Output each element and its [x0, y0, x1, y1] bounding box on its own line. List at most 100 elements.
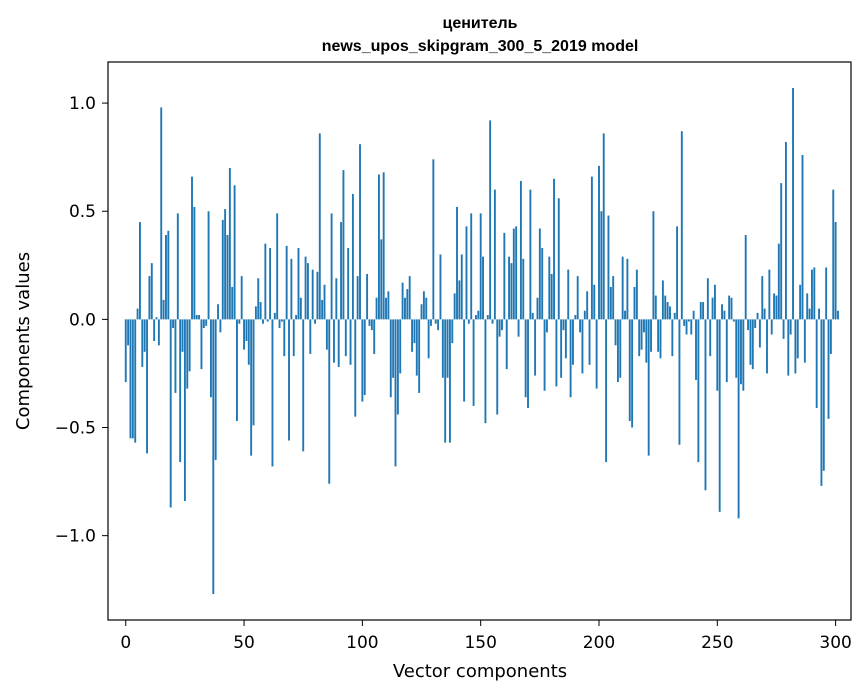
x-tick-label: 50 — [233, 633, 255, 653]
bar — [179, 319, 182, 463]
bar — [538, 228, 541, 320]
bar — [647, 319, 650, 456]
bar — [664, 295, 667, 320]
y-tick-label: 1.0 — [69, 94, 96, 114]
bar — [174, 319, 177, 393]
bar — [730, 297, 733, 320]
bar — [309, 319, 312, 354]
bar — [228, 167, 231, 320]
bar — [737, 319, 740, 519]
bar — [415, 319, 418, 376]
bar — [803, 319, 806, 363]
bar — [661, 280, 664, 320]
y-tick-label: 0.5 — [69, 202, 96, 222]
bar — [344, 319, 347, 357]
bar — [302, 319, 305, 452]
bar — [245, 319, 248, 341]
bar — [756, 312, 759, 320]
bar — [827, 319, 830, 419]
chart-title-line-2: news_upos_skipgram_300_5_2019 model — [322, 38, 639, 55]
bar — [572, 319, 574, 365]
bar — [207, 211, 210, 320]
bar — [224, 209, 227, 320]
bar — [330, 213, 333, 320]
bar — [699, 302, 702, 320]
bar — [375, 297, 378, 320]
bar — [740, 319, 742, 385]
bar — [669, 306, 671, 320]
bar — [787, 319, 790, 376]
bar — [659, 319, 662, 359]
bar — [512, 228, 515, 320]
bar — [673, 312, 676, 320]
bar — [377, 174, 380, 320]
bar — [198, 315, 201, 320]
bar — [295, 315, 298, 320]
bar — [766, 319, 768, 374]
bar — [250, 319, 253, 456]
bar — [463, 319, 466, 402]
bar — [685, 319, 688, 335]
bar — [418, 319, 421, 393]
bar — [588, 319, 591, 365]
bar — [579, 319, 582, 333]
bar — [427, 319, 430, 359]
bar — [406, 289, 409, 320]
bar — [172, 319, 175, 329]
bar — [470, 213, 473, 320]
bar — [257, 278, 260, 320]
bar — [519, 180, 522, 320]
bar — [782, 319, 785, 339]
bar — [609, 286, 612, 320]
bar — [202, 319, 205, 329]
bar — [446, 319, 449, 378]
bar — [262, 319, 264, 324]
bar — [581, 319, 584, 374]
bar — [545, 319, 548, 333]
bar — [129, 319, 132, 439]
bar — [780, 183, 783, 320]
bar — [818, 308, 820, 320]
bar — [266, 319, 269, 322]
bar — [356, 276, 359, 320]
bar — [385, 297, 387, 320]
bar — [453, 293, 456, 320]
bar — [541, 248, 544, 320]
y-axis-label: Components values — [13, 252, 34, 430]
bar — [529, 189, 532, 320]
bar — [165, 235, 167, 320]
bar — [467, 319, 470, 324]
bar — [361, 319, 364, 402]
bar — [711, 297, 714, 320]
bar — [614, 319, 617, 346]
bar — [534, 319, 537, 376]
bar — [583, 310, 586, 320]
bar — [368, 319, 371, 326]
bar — [307, 263, 309, 320]
bar — [458, 280, 461, 320]
bar — [775, 295, 778, 320]
y-tick-label: −1.0 — [55, 527, 96, 547]
bar — [493, 189, 496, 320]
bar — [789, 319, 792, 335]
bar — [363, 319, 366, 396]
bar — [404, 297, 406, 320]
bar — [217, 304, 219, 320]
bar — [311, 269, 314, 320]
bar — [157, 319, 160, 346]
bar — [557, 198, 560, 320]
bar — [550, 273, 553, 320]
bar — [794, 319, 797, 374]
bar — [247, 319, 250, 365]
bar — [695, 319, 697, 380]
bar — [777, 243, 780, 320]
bar — [288, 319, 290, 441]
bar — [278, 319, 281, 329]
bar — [434, 319, 437, 324]
bar — [742, 319, 745, 391]
bar — [456, 206, 458, 320]
bar — [564, 319, 567, 359]
bar — [619, 319, 622, 378]
bar — [408, 276, 411, 320]
bar — [167, 230, 170, 320]
